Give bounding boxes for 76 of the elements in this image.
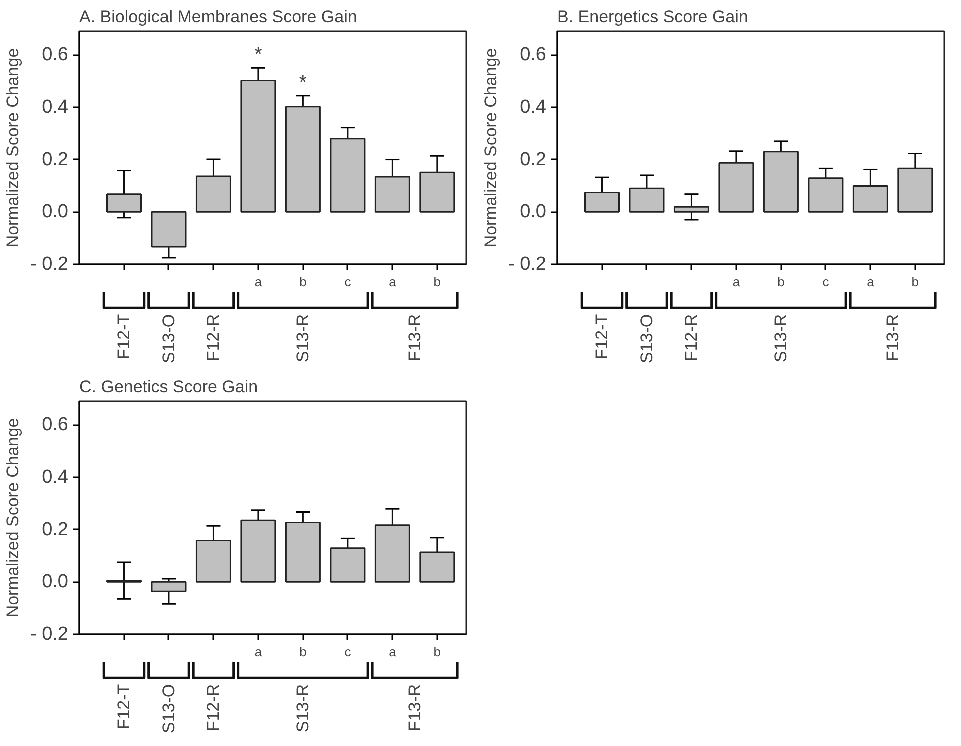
- y-tick-label: 0.2: [42, 149, 69, 170]
- bar: [420, 172, 456, 213]
- y-tick-label: 0.6: [520, 44, 547, 66]
- y-tick-label: 0.6: [42, 44, 69, 66]
- text: F12-T: [592, 314, 612, 360]
- bar: [763, 151, 799, 213]
- y-tick-label: - 0.2: [30, 624, 69, 645]
- text: S13-O: [637, 314, 656, 364]
- y-axis-title: Normalized Score Change: [3, 48, 22, 248]
- x-tick-label: a: [867, 274, 876, 290]
- bar: [285, 106, 321, 213]
- bar: [330, 138, 366, 213]
- text: S13-O: [159, 314, 178, 364]
- chart-title: A. Biological Membranes Score Gain: [80, 8, 358, 26]
- text: F12-T: [114, 314, 134, 360]
- bar: [808, 178, 844, 213]
- x-tick-label: a: [254, 644, 263, 660]
- bar: [374, 176, 410, 213]
- x-tick-label: b: [434, 274, 442, 290]
- y-tick-label: - 0.2: [508, 254, 547, 275]
- bar: [151, 211, 187, 248]
- data-label: *: [299, 72, 308, 94]
- x-tick-label: c: [344, 274, 352, 290]
- bar: [629, 188, 665, 213]
- x-tick-label: b: [434, 644, 442, 660]
- y-tick-label: 0.2: [520, 149, 547, 170]
- bar: [106, 194, 142, 213]
- y-tick-label: 0.4: [42, 466, 69, 488]
- y-tick-label: 0.0: [520, 202, 547, 223]
- text: F12-R: [204, 684, 224, 732]
- bar: [898, 168, 934, 213]
- y-tick-label: 0.6: [42, 414, 69, 436]
- x-tick-label: b: [300, 644, 307, 660]
- bar: [374, 524, 410, 583]
- bar: [285, 522, 321, 583]
- bar: [674, 206, 710, 213]
- text: F12-R: [682, 314, 702, 362]
- text: F12-T: [114, 684, 134, 730]
- text: F13-R: [884, 314, 903, 362]
- x-tick-label: b: [912, 274, 920, 290]
- bar: [196, 176, 232, 213]
- x-tick-label: a: [389, 274, 398, 290]
- x-tick-label: c: [344, 644, 352, 660]
- y-tick-label: 0.2: [42, 519, 69, 540]
- chart-title: C. Genetics Score Gain: [80, 378, 258, 396]
- x-tick-label: a: [254, 274, 263, 290]
- chart-title: B. Energetics Score Gain: [558, 8, 748, 26]
- x-tick-label: b: [778, 274, 785, 290]
- text: S13-R: [294, 314, 313, 363]
- text: S13-R: [294, 684, 313, 733]
- y-tick-label: 0.4: [42, 96, 69, 118]
- bar: [420, 552, 456, 583]
- bar: [240, 520, 276, 583]
- text: S13-O: [159, 684, 178, 734]
- bar: [718, 162, 754, 213]
- x-tick-label: b: [300, 274, 307, 290]
- bar: [330, 548, 366, 583]
- x-tick-label: c: [822, 274, 830, 290]
- text: F13-R: [406, 684, 425, 732]
- y-axis-title: Normalized Score Change: [481, 48, 500, 248]
- bar: [852, 185, 888, 213]
- y-tick-label: 0.4: [520, 96, 547, 118]
- bar: [196, 540, 232, 583]
- text: F13-R: [406, 314, 425, 362]
- bar: [240, 80, 276, 213]
- text: F12-R: [204, 314, 224, 362]
- bar: [584, 192, 620, 213]
- text: S13-R: [772, 314, 791, 363]
- y-tick-label: 0.0: [42, 202, 69, 223]
- y-axis-title: Normalized Score Change: [3, 418, 22, 618]
- data-label: *: [254, 44, 263, 66]
- x-tick-label: a: [732, 274, 741, 290]
- y-tick-label: - 0.2: [30, 254, 69, 275]
- x-tick-label: a: [389, 644, 398, 660]
- y-tick-label: 0.0: [42, 572, 69, 593]
- bar: [151, 581, 187, 592]
